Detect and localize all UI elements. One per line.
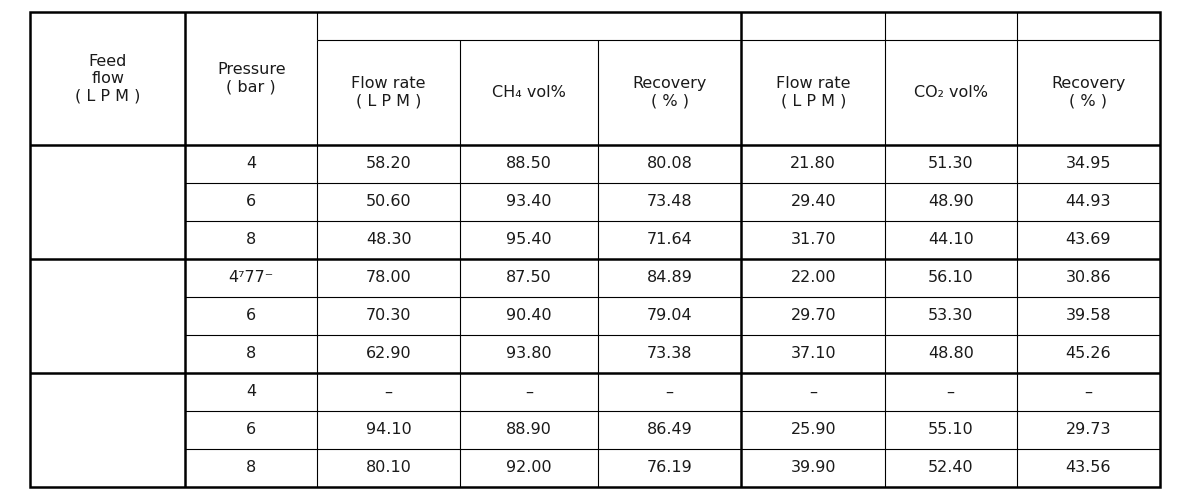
Text: 71.64: 71.64 [647,232,693,248]
Text: Flow rate
( L P M ): Flow rate ( L P M ) [776,76,851,108]
Text: 88.50: 88.50 [506,156,552,172]
Text: 50.60: 50.60 [365,194,412,210]
Text: 56.10: 56.10 [928,270,973,285]
Text: 73.48: 73.48 [647,194,693,210]
Text: 29.73: 29.73 [1065,422,1111,438]
Text: –: – [947,384,954,400]
Text: 80.10: 80.10 [365,460,412,475]
Text: Feed
flow
( L P M ): Feed flow ( L P M ) [75,54,140,104]
Text: CO₂ vol%: CO₂ vol% [914,85,988,100]
Text: 45.26: 45.26 [1065,346,1111,362]
Text: –: – [809,384,818,400]
Text: 79.04: 79.04 [647,308,693,324]
Text: 94.10: 94.10 [365,422,412,438]
Text: CH₄ vol%: CH₄ vol% [493,85,566,100]
Text: Recovery
( % ): Recovery ( % ) [633,76,707,108]
Text: 52.40: 52.40 [928,460,973,475]
Text: 4: 4 [246,384,256,400]
Text: –: – [384,384,393,400]
Text: 44.93: 44.93 [1065,194,1111,210]
Text: 84.89: 84.89 [647,270,693,285]
Text: Recovery
( % ): Recovery ( % ) [1051,76,1126,108]
Text: 86.49: 86.49 [647,422,693,438]
Text: 37.10: 37.10 [790,346,837,362]
Text: 43.56: 43.56 [1065,460,1111,475]
Text: 22.00: 22.00 [790,270,837,285]
Text: 92.00: 92.00 [507,460,552,475]
Text: 76.19: 76.19 [647,460,693,475]
Text: 4⁷77⁻: 4⁷77⁻ [228,270,274,285]
Text: 73.38: 73.38 [647,346,693,362]
Text: 25.90: 25.90 [790,422,837,438]
Text: 8: 8 [246,232,256,248]
Text: –: – [1084,384,1092,400]
Text: 31.70: 31.70 [790,232,837,248]
Text: 6: 6 [246,194,256,210]
Text: 62.90: 62.90 [365,346,412,362]
Text: 93.40: 93.40 [507,194,552,210]
Text: 8: 8 [246,346,256,362]
Text: 39.90: 39.90 [790,460,837,475]
Text: 87.50: 87.50 [507,270,552,285]
Text: 43.69: 43.69 [1065,232,1111,248]
Text: 95.40: 95.40 [507,232,552,248]
Text: 8: 8 [246,460,256,475]
Text: 34.95: 34.95 [1065,156,1111,172]
Text: 48.90: 48.90 [928,194,973,210]
Text: Pressure
( bar ): Pressure ( bar ) [217,62,286,94]
Text: Flow rate
( L P M ): Flow rate ( L P M ) [351,76,426,108]
Text: 48.30: 48.30 [365,232,412,248]
Text: 48.80: 48.80 [928,346,973,362]
Text: 6: 6 [246,308,256,324]
Text: 53.30: 53.30 [928,308,973,324]
Text: 4: 4 [246,156,256,172]
Text: 78.00: 78.00 [365,270,412,285]
Text: 90.40: 90.40 [507,308,552,324]
Text: 51.30: 51.30 [928,156,973,172]
Text: 44.10: 44.10 [928,232,973,248]
Text: 58.20: 58.20 [365,156,412,172]
Text: 6: 6 [246,422,256,438]
Text: 55.10: 55.10 [928,422,973,438]
Text: 70.30: 70.30 [367,308,412,324]
Text: 93.80: 93.80 [507,346,552,362]
Text: 30.86: 30.86 [1065,270,1111,285]
Text: 29.40: 29.40 [790,194,837,210]
Text: 39.58: 39.58 [1065,308,1111,324]
Text: –: – [525,384,533,400]
Text: 29.70: 29.70 [790,308,837,324]
Text: 80.08: 80.08 [647,156,693,172]
Text: 21.80: 21.80 [790,156,837,172]
Text: –: – [665,384,674,400]
Text: 88.90: 88.90 [506,422,552,438]
